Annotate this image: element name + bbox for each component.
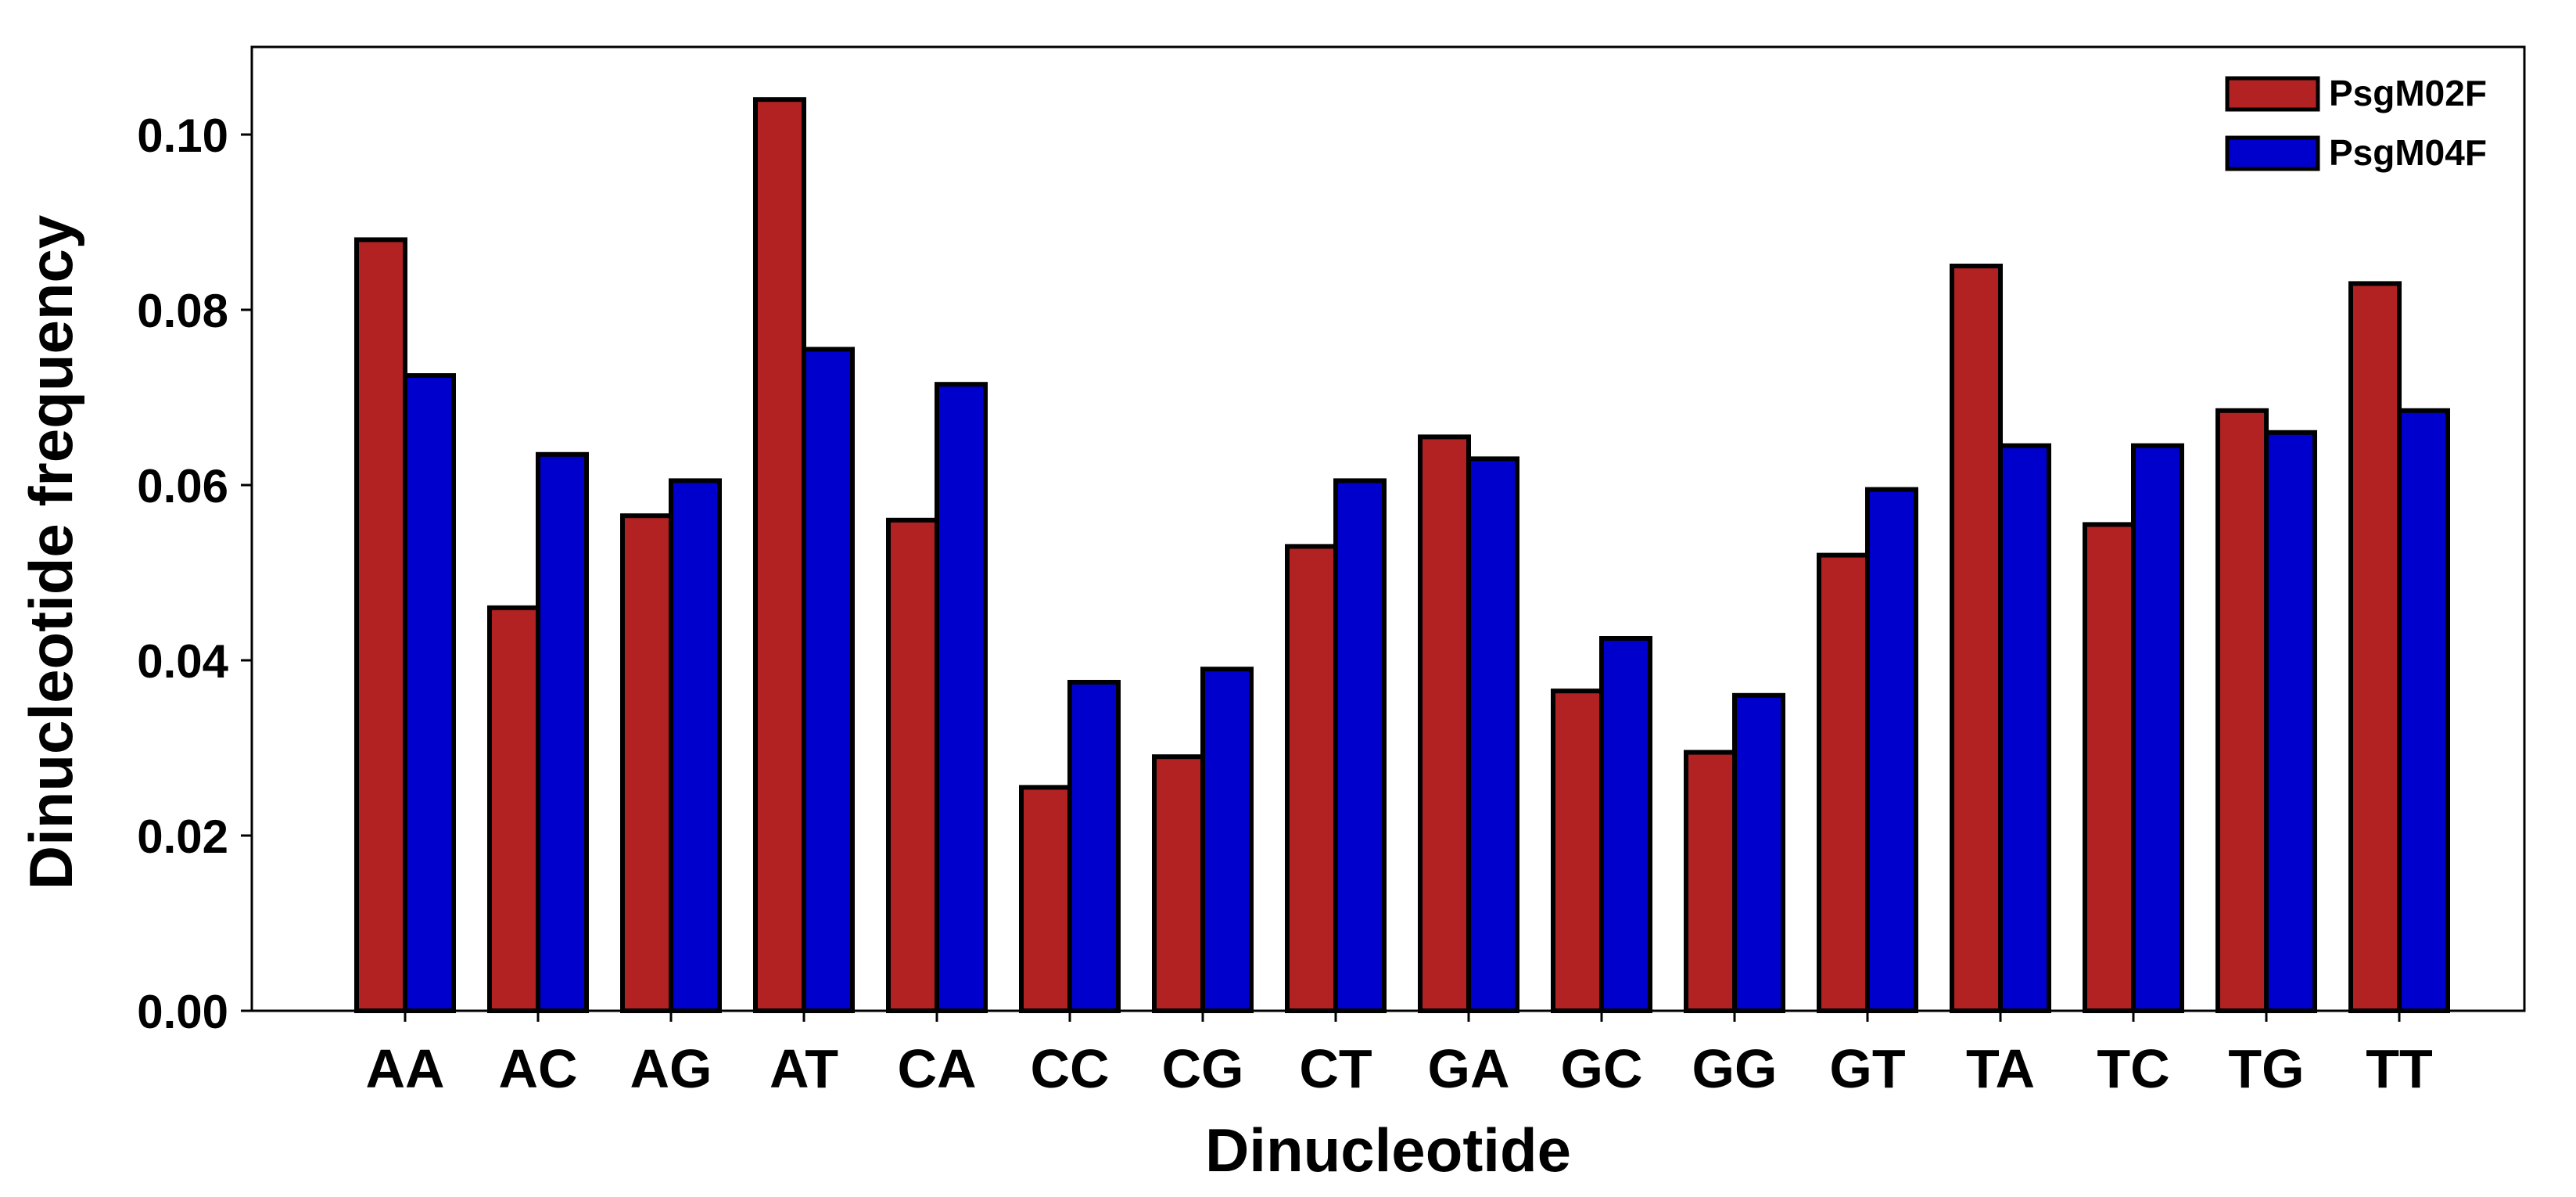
bar-PsgM02F-CG xyxy=(1152,754,1205,1013)
bar-PsgM02F-CC xyxy=(1019,785,1072,1014)
bar-PsgM04F-CC xyxy=(1067,680,1121,1013)
bar-PsgM04F-TG xyxy=(2264,430,2317,1013)
x-tick-label: AT xyxy=(770,1038,838,1099)
bar-PsgM04F-TT xyxy=(2397,408,2450,1013)
x-tick-label: TC xyxy=(2097,1038,2169,1099)
bar-PsgM02F-AA xyxy=(354,237,407,1013)
x-axis-title: Dinucleotide xyxy=(1205,1116,1571,1184)
y-axis: 0.00 0.02 0.04 0.06 0.08 0.10 xyxy=(137,110,252,1038)
x-tick-label: CG xyxy=(1162,1038,1244,1099)
bar-PsgM02F-GT xyxy=(1817,552,1870,1013)
x-tick-label: TA xyxy=(1966,1038,2035,1099)
x-tick-label: CC xyxy=(1030,1038,1109,1099)
y-axis-title: Dinucleotide frequency xyxy=(16,215,85,890)
bar-PsgM04F-AA xyxy=(403,373,456,1013)
y-tick-label: 0.00 xyxy=(137,986,228,1038)
x-tick-label: GC xyxy=(1561,1038,1643,1099)
y-tick-label: 0.10 xyxy=(137,110,228,162)
bar-PsgM04F-AG xyxy=(669,478,722,1013)
bar-PsgM02F-GA xyxy=(1418,434,1471,1013)
x-tick-label: AC xyxy=(498,1038,577,1099)
y-tick-label: 0.08 xyxy=(137,285,228,337)
legend-swatch-PsgM02F xyxy=(2225,76,2320,112)
bar-PsgM02F-TC xyxy=(2083,522,2136,1013)
x-tick-label: AA xyxy=(365,1038,444,1099)
x-tick-label: GT xyxy=(1829,1038,1905,1099)
legend-swatch-PsgM04F xyxy=(2225,135,2320,171)
y-tick-label: 0.02 xyxy=(137,811,228,863)
legend-label-PsgM02F: PsgM02F xyxy=(2329,73,2487,113)
bar-PsgM02F-TT xyxy=(2348,281,2402,1013)
bar-PsgM04F-GG xyxy=(1732,692,1785,1013)
bar-PsgM04F-GT xyxy=(1865,487,1918,1013)
bar-PsgM04F-CA xyxy=(935,382,988,1013)
bar-PsgM04F-CG xyxy=(1200,667,1254,1013)
bar-PsgM02F-AC xyxy=(487,605,540,1013)
y-tick-label: 0.04 xyxy=(137,635,228,688)
bar-PsgM02F-TA xyxy=(1950,264,2003,1013)
x-tick-label: AG xyxy=(630,1038,712,1099)
bar-PsgM04F-CT xyxy=(1333,478,1387,1013)
x-tick-label: CT xyxy=(1299,1038,1372,1099)
legend-label-PsgM04F: PsgM04F xyxy=(2329,132,2487,173)
x-tick-label: TG xyxy=(2228,1038,2304,1099)
x-tick-label: CA xyxy=(897,1038,976,1099)
bar-PsgM04F-GC xyxy=(1599,636,1652,1013)
bar-PsgM04F-GA xyxy=(1466,456,1519,1013)
bar-PsgM02F-CA xyxy=(886,517,939,1013)
y-tick-label: 0.06 xyxy=(137,460,228,512)
bar-PsgM02F-TG xyxy=(2215,408,2269,1013)
bar-PsgM02F-AG xyxy=(620,513,673,1013)
bar-PsgM04F-TC xyxy=(2131,443,2184,1013)
x-tick-label: GG xyxy=(1692,1038,1778,1099)
bar-PsgM04F-TA xyxy=(1998,443,2051,1013)
bar-PsgM04F-AC xyxy=(536,451,589,1013)
x-tick-label: GA xyxy=(1428,1038,1510,1099)
bar-PsgM02F-AT xyxy=(753,97,806,1014)
bars xyxy=(354,97,2450,1014)
bar-PsgM02F-GG xyxy=(1684,749,1737,1013)
bar-PsgM04F-AT xyxy=(802,347,855,1013)
legend: PsgM02F PsgM04F xyxy=(2225,73,2487,173)
bar-PsgM02F-CT xyxy=(1285,544,1338,1013)
bar-PsgM02F-GC xyxy=(1551,688,1604,1013)
plot-frame xyxy=(250,45,2526,1012)
x-axis: AA AC AG AT CA CC CG CT GA GC GG GT TA TC TG TT xyxy=(365,1011,2433,1099)
x-tick-label: TT xyxy=(2366,1038,2433,1099)
